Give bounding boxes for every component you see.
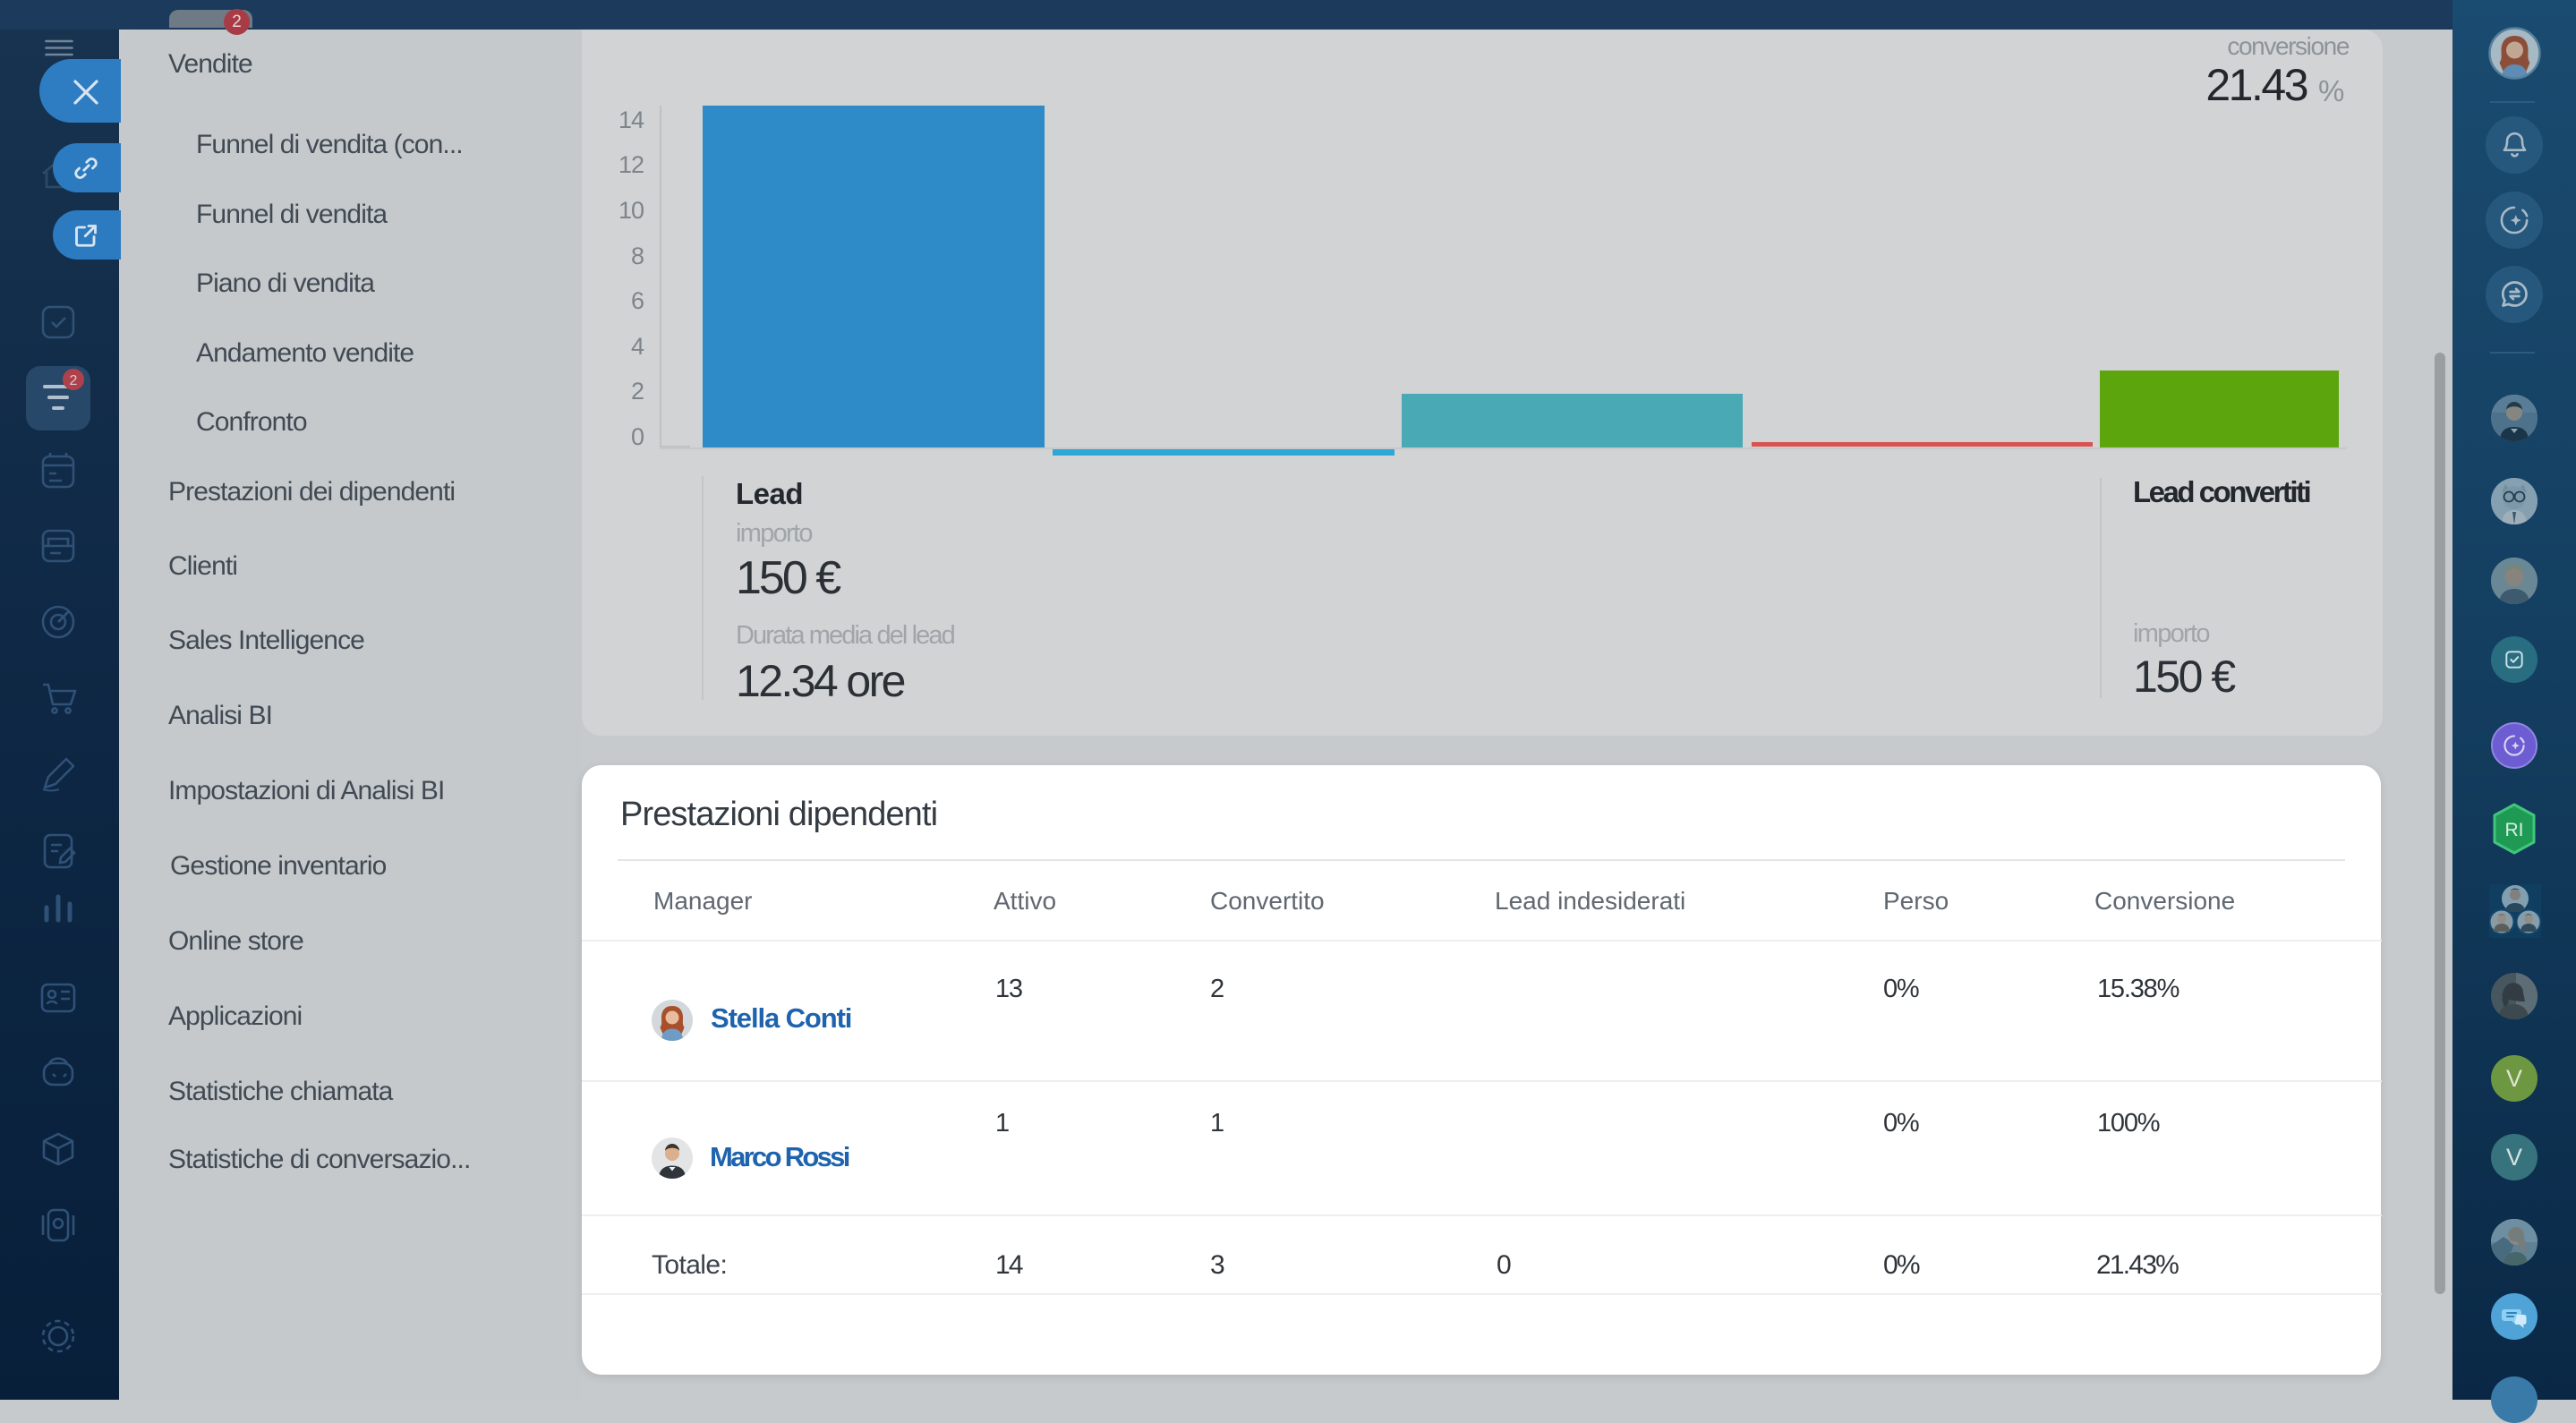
svg-text:2: 2: [70, 373, 78, 388]
svg-text:RI: RI: [2505, 820, 2524, 840]
